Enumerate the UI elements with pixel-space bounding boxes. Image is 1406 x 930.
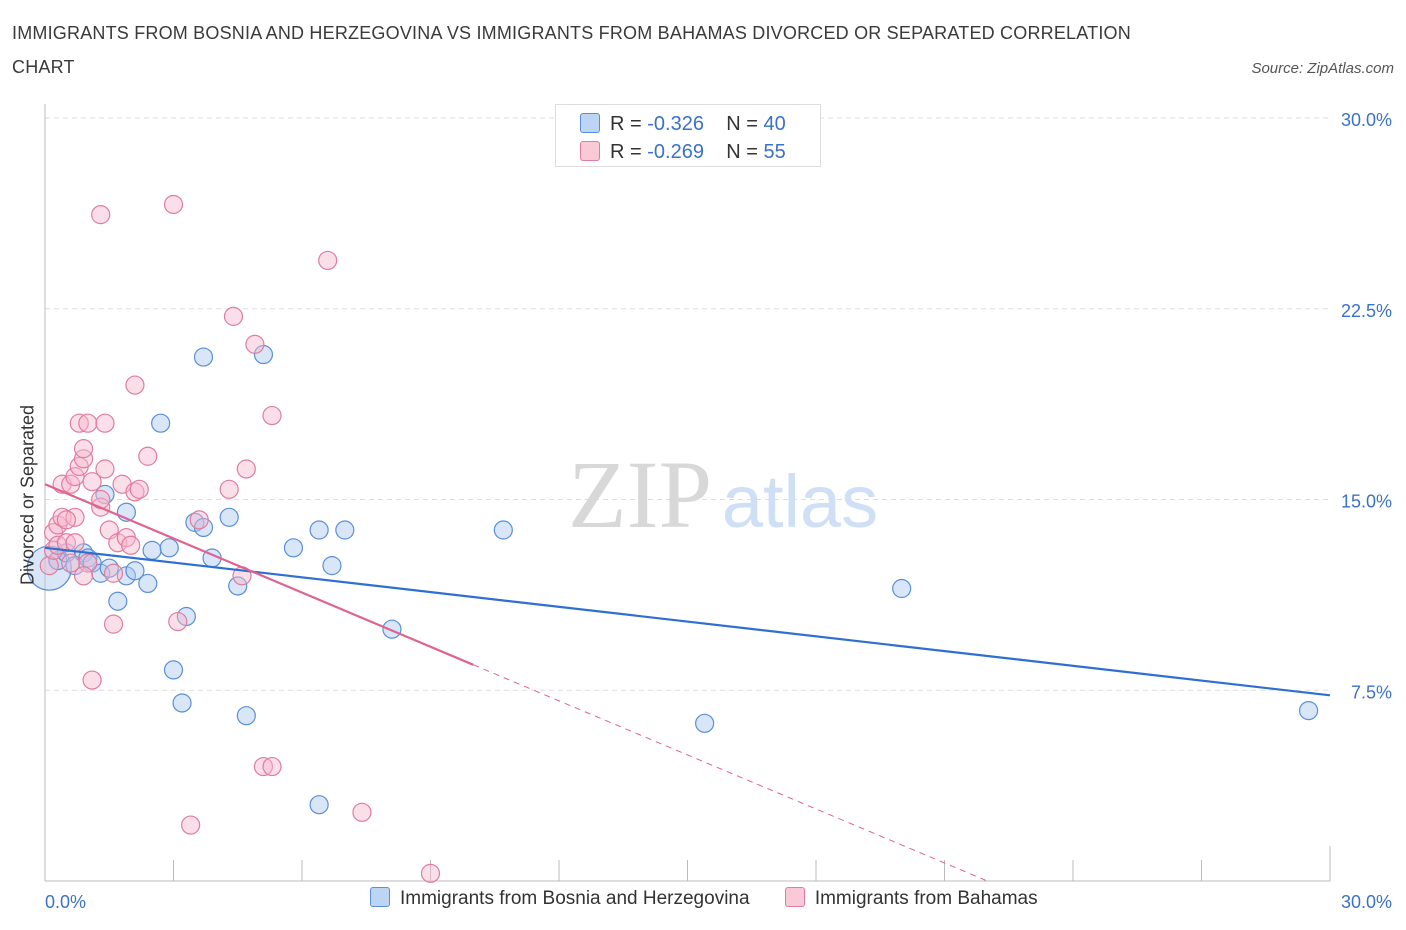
data-point-bahamas <box>223 306 244 326</box>
data-point-bahamas <box>95 413 115 433</box>
data-point-bosnia <box>309 795 329 815</box>
data-point-bosnia <box>193 347 214 367</box>
data-point-bahamas <box>73 439 94 459</box>
data-point-bosnia <box>159 538 179 558</box>
data-point-bosnia <box>108 591 128 611</box>
data-point-bosnia <box>493 520 513 540</box>
data-point-bahamas <box>168 611 188 632</box>
legend-n-label: N = <box>726 141 758 163</box>
grid-lines <box>45 117 1330 691</box>
axes <box>44 104 1331 882</box>
data-point-bahamas <box>245 334 265 354</box>
legend-swatch-blue <box>370 887 390 907</box>
source-label: Source: ZipAtlas.com <box>1251 60 1394 77</box>
data-point-bahamas <box>318 250 338 271</box>
y-tick-label: 7.5% <box>1351 682 1392 702</box>
y-tick-label: 15.0% <box>1341 492 1392 512</box>
data-point-bosnia <box>163 660 184 680</box>
y-axis-label: Divorced or Separated <box>17 404 38 586</box>
correlation-legend: R = -0.326 N = 40 R = -0.269 N = 55 <box>555 104 821 167</box>
data-point-bahamas <box>65 533 85 553</box>
data-point-bahamas <box>125 375 145 395</box>
data-point-bahamas <box>262 756 282 777</box>
legend-swatch-pink <box>580 141 600 161</box>
legend-r-label: R = <box>610 141 642 163</box>
data-point-bosnia <box>125 561 145 581</box>
data-point-bahamas <box>78 553 98 573</box>
data-point-bahamas <box>91 205 111 225</box>
data-point-bahamas <box>73 566 94 586</box>
legend-n-value: 40 <box>763 113 786 135</box>
data-point-bosnia <box>151 413 171 433</box>
data-point-bosnia <box>283 538 304 558</box>
data-point-bosnia <box>142 540 162 560</box>
data-point-bosnia <box>219 507 239 527</box>
data-point-bahamas <box>103 563 124 583</box>
legend-label-bahamas: Immigrants from Bahamas <box>814 888 1038 909</box>
data-point-bahamas <box>163 194 184 215</box>
tick-labels: 7.5% 15.0% 22.5% 30.0% 0.0% 30.0% <box>45 110 1392 912</box>
data-point-bahamas <box>189 510 209 530</box>
data-point-bahamas <box>95 459 115 479</box>
data-point-bosnia <box>309 520 329 540</box>
legend-swatch-blue <box>580 113 600 133</box>
data-point-bahamas <box>82 670 102 690</box>
series-bosnia-points <box>26 344 1319 815</box>
data-point-bahamas <box>129 479 149 499</box>
data-point-bahamas <box>352 802 372 822</box>
trend-line-bahamas-extension <box>473 664 988 882</box>
data-point-bahamas <box>61 553 81 573</box>
legend-row-bosnia: R = -0.326 N = 40 <box>580 111 786 137</box>
data-point-bahamas <box>219 479 239 499</box>
legend-n-label: N = <box>726 113 758 135</box>
trend-line-bahamas <box>44 483 474 666</box>
data-point-bosnia <box>695 713 715 733</box>
data-point-bahamas <box>121 535 141 555</box>
series-bahamas-points <box>39 194 441 883</box>
legend-label-bosnia: Immigrants from Bosnia and Herzegovina <box>400 888 750 909</box>
data-point-bahamas <box>103 614 124 634</box>
legend-r-label: R = <box>610 113 642 135</box>
data-point-bahamas <box>73 449 94 469</box>
data-point-bahamas <box>262 405 282 426</box>
legend-swatch-pink <box>784 887 805 907</box>
trend-line-bosnia <box>44 546 1331 697</box>
data-point-bahamas <box>39 556 59 576</box>
data-point-bosnia <box>892 578 912 599</box>
x-tick-label: 30.0% <box>1341 892 1392 912</box>
x-tick-label: 0.0% <box>45 892 86 912</box>
data-point-bosnia <box>1298 700 1319 721</box>
watermark-atlas: atlas <box>722 460 878 543</box>
y-tick-label: 22.5% <box>1341 301 1392 321</box>
data-point-bahamas <box>420 863 441 883</box>
data-point-bahamas <box>56 510 77 530</box>
series-legend: Immigrants from Bosnia and Herzegovina I… <box>370 887 1068 917</box>
legend-row-bahamas: R = -0.269 N = 55 <box>580 139 786 165</box>
legend-item-bahamas: Immigrants from Bahamas <box>784 887 1038 910</box>
legend-r-value: -0.326 <box>647 113 704 135</box>
data-point-bahamas <box>78 413 98 433</box>
data-point-bosnia <box>236 706 256 726</box>
data-point-bahamas <box>181 815 201 835</box>
data-point-bosnia <box>228 576 248 596</box>
watermark-zip: ZIP <box>568 441 712 548</box>
data-point-bahamas <box>236 459 256 479</box>
data-point-bosnia <box>138 573 158 594</box>
trend-lines <box>44 483 1331 882</box>
legend-item-bosnia: Immigrants from Bosnia and Herzegovina <box>370 887 750 910</box>
y-tick-label: 30.0% <box>1341 110 1392 130</box>
data-point-bahamas <box>82 472 102 492</box>
data-point-bosnia <box>335 520 355 540</box>
data-point-bahamas <box>138 446 158 466</box>
data-point-bosnia <box>322 556 342 576</box>
data-point-bosnia <box>382 619 402 639</box>
legend-r-value: -0.269 <box>647 141 704 163</box>
chart-title: IMMIGRANTS FROM BOSNIA AND HERZEGOVINA V… <box>12 23 1131 77</box>
data-point-bosnia <box>172 693 192 713</box>
legend-n-value: 55 <box>763 141 786 163</box>
